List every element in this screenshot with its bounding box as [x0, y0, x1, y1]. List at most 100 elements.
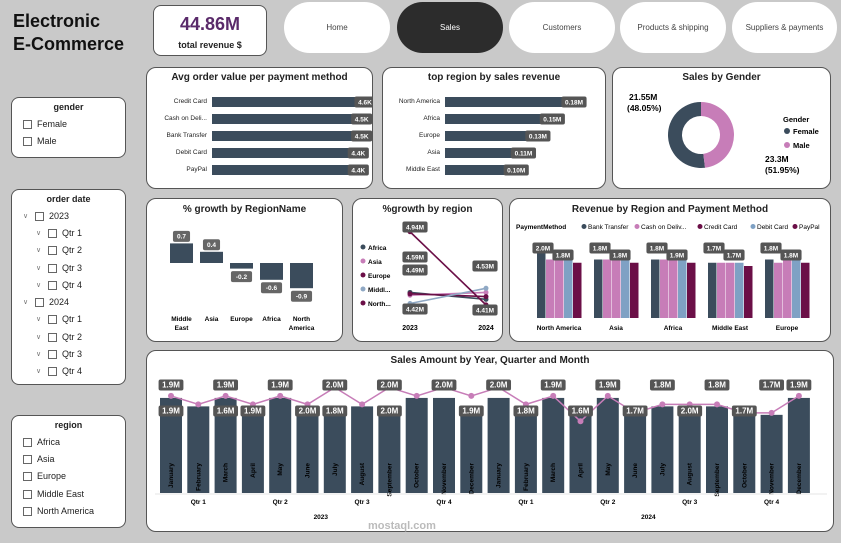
region-option[interactable]: Africa: [23, 437, 60, 447]
top-region-data-label-bg: [510, 147, 537, 159]
chevron-down-icon[interactable]: ∨: [36, 247, 42, 254]
slope-point: [483, 285, 489, 291]
checkbox[interactable]: [48, 349, 57, 359]
monthly-bottom-label: 2.0M: [299, 406, 317, 415]
monthly-bar: [269, 397, 292, 493]
checkbox[interactable]: [23, 454, 32, 464]
monthly-bottom-label: 1.9M: [462, 406, 480, 415]
region-option[interactable]: Asia: [23, 454, 55, 464]
aov-category-label: Credit Card: [174, 98, 208, 105]
region-option[interactable]: Middle East: [23, 489, 84, 499]
checkbox[interactable]: [48, 332, 57, 342]
chevron-down-icon[interactable]: ∨: [36, 230, 42, 237]
rev-bar: [603, 259, 612, 318]
nav-products-shipping-button[interactable]: Products & shipping: [620, 2, 726, 53]
monthly-top-label-bg: [322, 379, 348, 391]
checkbox[interactable]: [23, 471, 32, 481]
monthly-top-label-bg: [486, 379, 512, 391]
chevron-down-icon[interactable]: ∨: [36, 316, 42, 323]
rev-data-label-bg: [780, 249, 802, 261]
monthly-line-point: [604, 392, 611, 399]
option-label: Europe: [37, 471, 67, 481]
monthly-bottom-label: 2.0M: [381, 406, 399, 415]
aov-data-label-bg: [347, 147, 369, 159]
nav-sales-button[interactable]: Sales: [397, 2, 503, 53]
option-label: Qtr 3: [62, 263, 83, 273]
checkbox[interactable]: [23, 136, 32, 146]
checkbox[interactable]: [48, 228, 57, 238]
monthly-line: [170, 386, 800, 423]
checkbox[interactable]: [23, 119, 32, 129]
growth-bar: [230, 263, 253, 269]
rev-category-label: Europe: [776, 325, 799, 332]
gender-chart: 23.3M(51.95%) 21.55M(48.05%) Gender Female M…: [627, 92, 819, 175]
qtr-option[interactable]: ∨ Qtr 2: [36, 245, 82, 255]
qtr-option[interactable]: ∨ Qtr 4: [36, 366, 82, 376]
rev-bar: [537, 253, 546, 318]
chevron-down-icon[interactable]: ∨: [36, 368, 42, 375]
checkbox[interactable]: [35, 211, 44, 221]
rev-data-label-bg: [646, 242, 668, 254]
monthly-top-label: 1.7M: [763, 380, 781, 389]
growth-bar: [260, 263, 283, 280]
checkbox[interactable]: [35, 297, 44, 307]
year-2024-option[interactable]: ∨ 2024: [23, 297, 69, 307]
monthly-bar: [514, 406, 537, 493]
rev-bar: [678, 256, 687, 318]
monthly-bar: [542, 397, 565, 493]
checkbox[interactable]: [48, 280, 57, 290]
qtr-option[interactable]: ∨ Qtr 1: [36, 228, 82, 238]
chevron-down-icon[interactable]: ∨: [23, 299, 29, 306]
monthly-line-point: [222, 392, 229, 399]
gender-option-male[interactable]: Male: [23, 136, 57, 146]
aov-chart-title: Avg order value per payment method: [171, 72, 348, 83]
qtr-option[interactable]: ∨ Qtr 3: [36, 349, 82, 359]
checkbox[interactable]: [48, 263, 57, 273]
monthly-top-label-bg: [213, 379, 239, 391]
checkbox[interactable]: [23, 506, 32, 516]
checkbox[interactable]: [48, 245, 57, 255]
region-option[interactable]: Europe: [23, 471, 66, 481]
rev-bar: [783, 259, 792, 318]
rev-bar: [687, 262, 696, 318]
chevron-down-icon[interactable]: ∨: [23, 213, 29, 220]
checkbox[interactable]: [23, 437, 32, 447]
monthly-line-point: [413, 392, 420, 399]
nav-customers-button[interactable]: Customers: [509, 2, 615, 53]
checkbox[interactable]: [48, 314, 57, 324]
slope-data-label: 4.41M: [476, 307, 494, 314]
month-tick-label: February: [523, 463, 530, 491]
monthly-top-label-bg: [431, 379, 457, 391]
gender-option-female[interactable]: Female: [23, 119, 67, 129]
rev-bar: [774, 262, 783, 318]
chevron-down-icon[interactable]: ∨: [36, 351, 42, 358]
month-tick-label: November: [441, 463, 448, 495]
growth-data-label-bg: [172, 230, 191, 242]
option-label: North America: [37, 506, 95, 516]
legend-marker: [360, 258, 366, 264]
x-tick-label: 2023: [402, 325, 418, 332]
chevron-down-icon[interactable]: ∨: [36, 282, 42, 289]
region-option[interactable]: North America: [23, 506, 94, 516]
growth-bar: [290, 263, 313, 289]
aov-chart-card: Avg order value per payment method Credi…: [146, 67, 373, 189]
year-2023-option[interactable]: ∨ 2023: [23, 211, 69, 221]
qtr-option[interactable]: ∨ Qtr 4: [36, 280, 82, 290]
legend-label: Asia: [368, 259, 382, 266]
monthly-top-label: 1.8M: [654, 380, 672, 389]
option-label: Qtr 4: [62, 280, 83, 290]
chevron-down-icon[interactable]: ∨: [36, 334, 42, 341]
nav-suppliers-payments-button[interactable]: Suppliers & payments: [732, 2, 837, 53]
legend-label: Europe: [368, 273, 391, 280]
monthly-bottom-label-bg: [731, 405, 757, 417]
qtr-option[interactable]: ∨ Qtr 1: [36, 314, 82, 324]
nav-home-button[interactable]: Home: [284, 2, 390, 53]
rev-category-label: Asia: [609, 325, 623, 332]
qtr-option[interactable]: ∨ Qtr 3: [36, 263, 82, 273]
checkbox[interactable]: [48, 366, 57, 376]
monthly-bottom-label-bg: [376, 405, 402, 417]
checkbox[interactable]: [23, 489, 32, 499]
qtr-option[interactable]: ∨ Qtr 2: [36, 332, 82, 342]
month-tick-label: June: [305, 463, 312, 479]
chevron-down-icon[interactable]: ∨: [36, 265, 42, 272]
